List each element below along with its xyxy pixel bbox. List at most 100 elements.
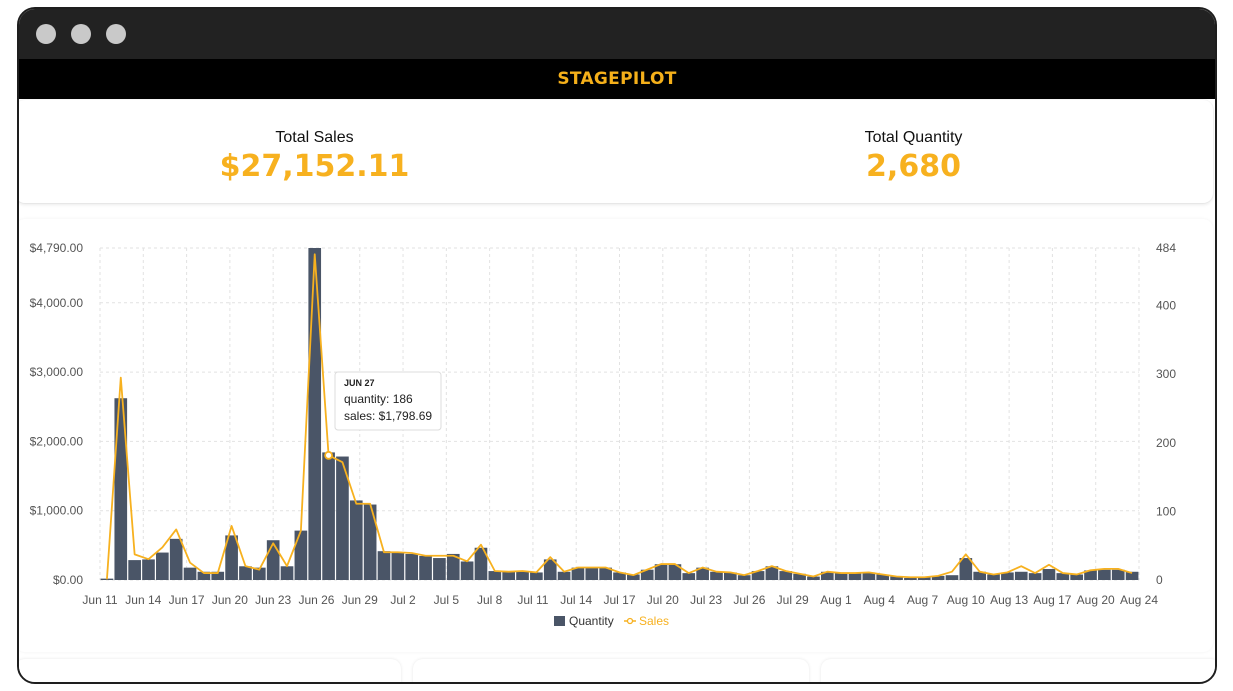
x-tick-label: Aug 17: [1033, 593, 1071, 607]
y-right-tick-label: 200: [1156, 436, 1176, 450]
y-left-tick-label: $1,000.00: [30, 504, 84, 518]
quantity-bar: [668, 564, 682, 580]
quantity-bar: [391, 552, 405, 580]
y-left-tick-label: $2,000.00: [30, 434, 84, 448]
quantity-bar: [834, 573, 848, 580]
bottom-card-3: [821, 659, 1215, 682]
y-left-tick-label: $0.00: [53, 573, 83, 587]
quantity-bar: [654, 564, 668, 580]
total-quantity-label: Total Quantity: [864, 129, 963, 146]
y-right-tick-label: 0: [1156, 573, 1163, 587]
quantity-bar: [280, 566, 294, 580]
quantity-bar: [987, 574, 1000, 580]
x-tick-label: Jul 8: [477, 593, 503, 607]
quantity-bar: [142, 559, 155, 580]
legend-sales-label: Sales: [639, 614, 669, 628]
x-tick-label: Jul 2: [390, 593, 416, 607]
x-tick-label: Jun 26: [298, 593, 334, 607]
quantity-bar: [1028, 573, 1042, 580]
quantity-bar: [446, 553, 460, 580]
quantity-bar: [197, 571, 211, 580]
quantity-bar: [1125, 571, 1139, 580]
y-left-tick-label: $3,000.00: [30, 365, 84, 379]
quantity-bar: [211, 571, 225, 580]
bottom-card-2: [413, 659, 809, 682]
x-tick-label: Aug 1: [820, 593, 852, 607]
bottom-card-1: [19, 659, 401, 682]
quantity-bar: [613, 572, 626, 580]
quantity-bar: [1098, 569, 1111, 580]
quantity-bar: [308, 248, 322, 580]
quantity-bar: [862, 572, 876, 580]
quantity-bar: [433, 558, 446, 580]
quantity-bar: [1001, 572, 1014, 580]
sales-quantity-chart[interactable]: $0.00 $1,000.00 $2,000.00 $3,000.00 $4,000.0…: [17, 219, 1213, 652]
quantity-bar: [724, 572, 737, 580]
quantity-bar: [627, 574, 640, 580]
quantity-bar: [779, 571, 793, 580]
quantity-bar: [488, 571, 502, 580]
quantity-bar: [225, 535, 238, 580]
quantity-bar: [474, 547, 488, 580]
quantity-bar: [502, 571, 515, 580]
tooltip-sales: sales: $1,798.69: [344, 409, 432, 423]
x-tick-label: Jul 17: [603, 593, 635, 607]
quantity-bar: [1042, 569, 1056, 580]
x-tick-label: Aug 10: [947, 593, 985, 607]
quantity-bar: [917, 577, 931, 580]
quantity-bar: [294, 530, 308, 580]
x-tick-label: Aug 24: [1120, 593, 1158, 607]
quantity-bar: [904, 577, 917, 580]
x-tick-label: Jun 29: [342, 593, 378, 607]
summary-card: Total Sales $27,152.11 Total Quantity 2,…: [19, 100, 1213, 203]
quantity-bar: [737, 575, 751, 580]
quantity-bar: [848, 573, 862, 580]
quantity-bar: [128, 560, 141, 580]
quantity-bar: [156, 552, 169, 580]
y-left-tick-label: $4,000.00: [30, 296, 84, 310]
quantity-bar: [516, 571, 529, 580]
total-sales-value: $27,152.11: [219, 149, 410, 184]
quantity-bar: [890, 576, 903, 580]
tooltip-date: JUN 27: [344, 378, 375, 388]
window-close-button[interactable]: [36, 24, 56, 44]
bottom-cards-row: [19, 659, 1215, 682]
x-tick-label: Jul 26: [733, 593, 765, 607]
window-minimize-button[interactable]: [71, 24, 91, 44]
legend-quantity-label: Quantity: [569, 614, 614, 628]
quantity-bar: [931, 575, 945, 580]
quantity-bar: [349, 500, 363, 580]
quantity-bar: [377, 551, 391, 580]
y-right-tick-label: 400: [1156, 299, 1176, 313]
y-right-tick-label: 300: [1156, 367, 1176, 381]
quantity-bar: [807, 576, 820, 580]
quantity-bar: [973, 571, 987, 580]
x-tick-label: Aug 7: [907, 593, 939, 607]
quantity-bar: [252, 567, 266, 580]
quantity-bar: [1111, 569, 1125, 580]
chart-tooltip: [334, 371, 442, 431]
quantity-bar: [1084, 570, 1097, 580]
total-sales-stat: Total Sales $27,152.11: [19, 100, 614, 203]
x-tick-label: Aug 20: [1077, 593, 1115, 607]
legend-quantity-swatch: [554, 616, 565, 626]
total-quantity-value: 2,680: [866, 149, 961, 184]
quantity-bar: [876, 574, 890, 580]
brand-logo[interactable]: STAGEPILOT: [557, 69, 677, 89]
quantity-bar: [183, 567, 197, 580]
x-tick-label: Jun 14: [125, 593, 161, 607]
quantity-bar: [322, 452, 335, 580]
x-tick-label: Aug 13: [990, 593, 1028, 607]
quantity-bar: [640, 569, 654, 580]
quantity-bar: [363, 504, 377, 580]
x-tick-label: Jun 23: [255, 593, 291, 607]
x-tick-label: Jul 5: [434, 593, 460, 607]
quantity-bar: [599, 567, 612, 580]
quantity-bar: [266, 540, 280, 580]
tooltip-quantity: quantity: 186: [344, 392, 413, 406]
window-maximize-button[interactable]: [106, 24, 126, 44]
quantity-bar: [460, 561, 474, 580]
quantity-bar: [1070, 574, 1083, 580]
x-tick-label: Jul 14: [560, 593, 592, 607]
x-tick-label: Jul 20: [647, 593, 679, 607]
